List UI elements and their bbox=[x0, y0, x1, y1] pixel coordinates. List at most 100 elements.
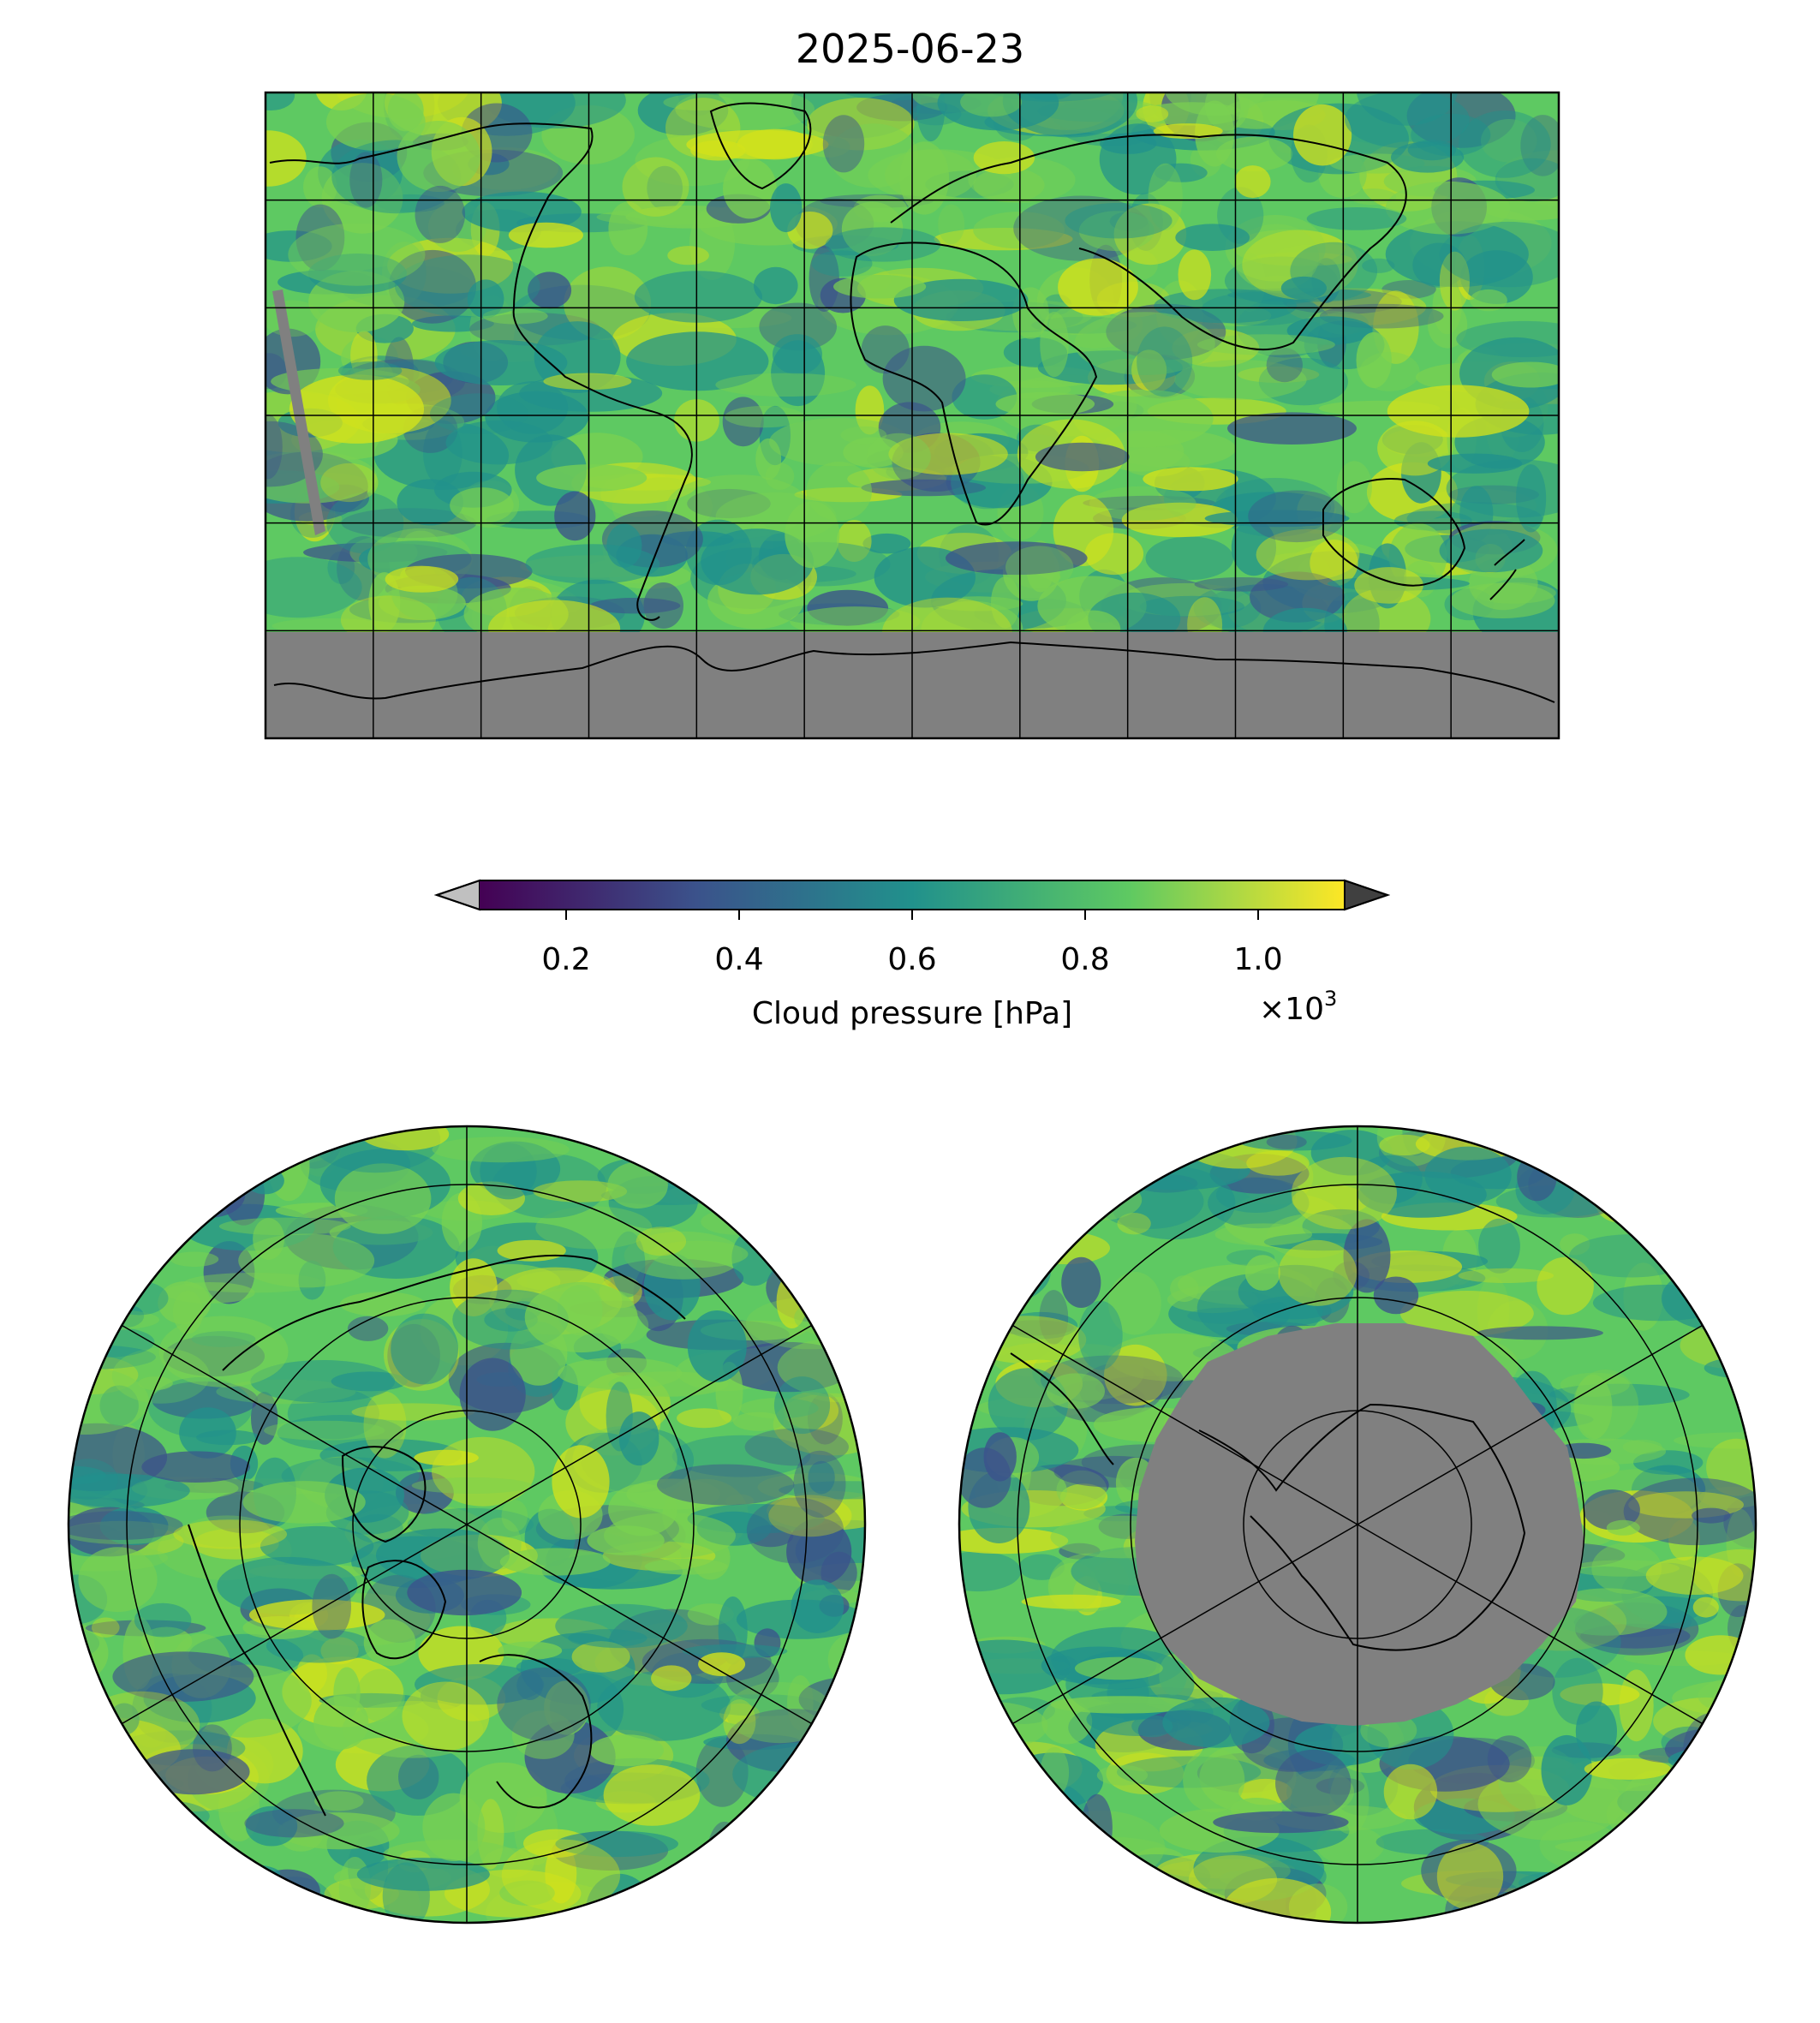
south-cloud-patch bbox=[1560, 1683, 1640, 1706]
global-cloud-patch bbox=[288, 223, 426, 286]
global-cloud-patch bbox=[1356, 331, 1392, 389]
south-cloud-patch bbox=[1650, 1879, 1718, 1923]
south-cloud-patch bbox=[961, 1875, 1017, 1907]
global-cloud-patch bbox=[1362, 258, 1395, 273]
global-cloud-patch bbox=[626, 331, 769, 391]
north-cloud-patch bbox=[422, 1793, 486, 1861]
north-cloud-patch bbox=[312, 1573, 352, 1639]
global-cloud-patch bbox=[754, 266, 798, 305]
south-gridlines bbox=[1008, 1126, 1707, 1923]
south-cloud-patch bbox=[959, 1759, 1019, 1805]
plot-title: 2025-06-23 bbox=[795, 26, 1025, 72]
global-cloud-patch bbox=[337, 361, 403, 380]
north-cloud-patch bbox=[69, 1246, 144, 1299]
global-cloud-patch bbox=[1439, 251, 1470, 311]
global-cloud-patch bbox=[589, 598, 681, 614]
south-cloud-patch bbox=[1683, 1712, 1741, 1785]
global-map-frame bbox=[264, 91, 1560, 740]
north-cloud-patch bbox=[700, 1858, 804, 1893]
global-cloud-patch bbox=[307, 254, 407, 295]
global-cloud-patch bbox=[1175, 224, 1250, 252]
south-cloud-patch bbox=[959, 1748, 1007, 1781]
global-cloud-patch bbox=[1450, 582, 1555, 618]
south-cloud-patch bbox=[991, 1189, 1092, 1235]
global-cloud-patch bbox=[888, 433, 1008, 475]
colorbar-label: Cloud pressure [hPa] bbox=[752, 996, 1072, 1031]
south-cloud-patch bbox=[1117, 1213, 1151, 1235]
south-cloud-patch bbox=[1545, 1869, 1599, 1901]
north-cloud-patch bbox=[607, 1161, 668, 1209]
north-cloud-patch bbox=[783, 1200, 865, 1238]
global-cloud-patch bbox=[379, 585, 466, 621]
global-cloud-patch bbox=[837, 520, 872, 562]
south-cloud-patch bbox=[1691, 1126, 1721, 1179]
global-cloud-patch bbox=[1137, 326, 1193, 397]
south-cloud-patch bbox=[1668, 1745, 1756, 1775]
global-cloud-patch bbox=[445, 420, 553, 465]
north-cloud-patch bbox=[524, 1281, 638, 1353]
global-cloud-patch bbox=[536, 464, 647, 492]
global-cloud-patch bbox=[785, 501, 840, 569]
south-cloud-patch bbox=[1275, 1749, 1352, 1817]
global-cloud-patch bbox=[394, 254, 540, 318]
south-cloud-patch bbox=[1214, 1223, 1313, 1246]
south-cloud-patch bbox=[1674, 1432, 1756, 1449]
north-cloud-patch bbox=[618, 1411, 659, 1466]
global-cloud-patch bbox=[397, 479, 463, 526]
south-cloud-patch bbox=[1213, 1811, 1349, 1834]
north-cloud-patch bbox=[183, 1515, 271, 1548]
colorbar-ticks: 0.2 0.4 0.6 0.8 1.0 bbox=[541, 910, 1283, 977]
north-cloud-patch bbox=[589, 1734, 664, 1767]
global-cloud-patch bbox=[387, 92, 424, 132]
south-cloud-patch bbox=[959, 1779, 1006, 1847]
north-cloud-patch bbox=[69, 1875, 133, 1904]
south-cloud-patch bbox=[1027, 1126, 1161, 1167]
africa-coastline bbox=[850, 242, 1098, 526]
south-cloud-patch bbox=[1574, 1374, 1613, 1440]
global-cloud-patch bbox=[1385, 181, 1511, 235]
north-cloud-patch bbox=[69, 1754, 153, 1809]
north-cloud-patch bbox=[689, 1840, 825, 1907]
global-cloud-patch bbox=[1165, 92, 1265, 116]
north-cloud-patch bbox=[644, 1558, 728, 1575]
south-cloud-patch bbox=[1017, 1214, 1065, 1261]
north-cloud-patch bbox=[677, 1408, 732, 1429]
global-cloud-patch bbox=[467, 279, 504, 319]
global-cloud-patch bbox=[1439, 221, 1559, 288]
south-cloud-patch bbox=[1704, 1358, 1756, 1378]
south-cloud-patch bbox=[959, 1259, 1021, 1298]
north-cloud-patch bbox=[484, 1308, 538, 1332]
global-cloud-patch bbox=[1148, 163, 1183, 230]
south-cloud-patch bbox=[983, 1432, 1017, 1482]
meridian-line bbox=[1357, 1524, 1707, 1727]
global-cloud-patch bbox=[893, 278, 1029, 321]
south-cloud-patch bbox=[1477, 1326, 1604, 1340]
north-cloud-patch bbox=[148, 1377, 253, 1438]
north-cloud-patch bbox=[170, 1251, 219, 1268]
north-cloud-patch bbox=[789, 1759, 816, 1787]
colorbar-outline bbox=[433, 880, 1391, 910]
north-cloud-patch bbox=[99, 1506, 169, 1546]
south-cloud-patch bbox=[1399, 1291, 1534, 1336]
global-cloud-patch bbox=[266, 300, 322, 337]
north-cloud-patch bbox=[498, 1641, 563, 1660]
north-cloud-patch bbox=[244, 1809, 344, 1838]
north-cloud-patch bbox=[69, 1780, 166, 1829]
global-cloud-patch bbox=[790, 606, 921, 637]
south-cloud-patch bbox=[1591, 1543, 1662, 1594]
north-cloud-patch bbox=[773, 1155, 854, 1185]
north-cloud-patch bbox=[250, 1360, 396, 1403]
north-coastlines bbox=[188, 1254, 686, 1817]
north-map-frame bbox=[67, 1125, 867, 1925]
north-cloud-patch bbox=[707, 1821, 743, 1893]
global-cloud-patch bbox=[1005, 546, 1074, 589]
global-cloud-patch bbox=[647, 165, 683, 211]
north-cloud-patch bbox=[497, 1667, 591, 1741]
north-cloud-patch bbox=[264, 1420, 385, 1441]
global-cloud-patch bbox=[1121, 502, 1238, 538]
north-cloud-patch bbox=[744, 1428, 849, 1466]
south-cloud-patch bbox=[959, 1822, 1026, 1853]
north-cloud-patch bbox=[827, 1632, 865, 1686]
north-cloud-patch bbox=[78, 1547, 158, 1613]
south-cloud-patch bbox=[1638, 1126, 1685, 1167]
